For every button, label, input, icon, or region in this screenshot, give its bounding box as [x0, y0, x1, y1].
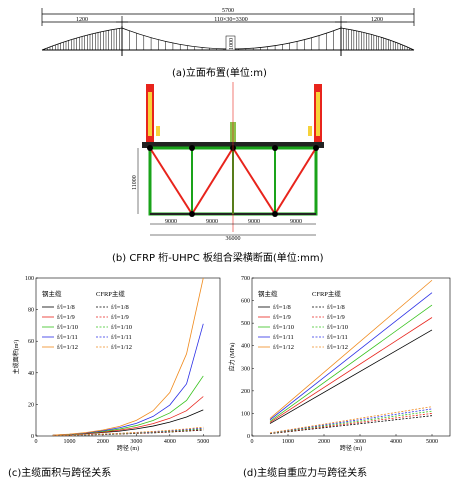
legend-label: f/l=1/11: [57, 334, 78, 341]
legend-label: f/l=1/9: [327, 314, 345, 321]
plot-frame: [251, 277, 451, 437]
y-tick-label: 40: [28, 371, 34, 377]
tower-height-label: 1000: [229, 38, 235, 50]
bottom-dim-2: 9000: [206, 219, 218, 225]
cross-section-drawing: 11000 9000 9000 9000 9000 36000: [132, 82, 324, 242]
series-line-cfrp: [269, 406, 433, 434]
x-axis-label: 跨径 (m): [340, 444, 362, 452]
legend-title-steel: 钢主缆: [42, 289, 62, 298]
bottom-dim-3: 9000: [248, 219, 260, 225]
main-span-label: 110×30=3300: [214, 17, 248, 23]
legend-label: f/l=1/11: [327, 334, 348, 341]
bottom-dim-1: 9000: [165, 219, 177, 225]
y-tick-label: 100: [25, 276, 34, 282]
caption-d: (d)主缆自重应力与跨径关系: [243, 468, 368, 479]
x-tick-label: 4000: [390, 439, 402, 445]
y-tick-label: 80: [28, 308, 34, 314]
x-tick-label: 0: [251, 439, 254, 445]
x-tick-label: 3000: [354, 439, 366, 445]
series-line-cfrp: [52, 426, 204, 436]
caption-b: (b) CFRP 桁-UHPC 板组合梁横断面(单位:mm): [112, 253, 324, 264]
y-tick-label: 0: [31, 434, 34, 440]
y-tick-label: 500: [241, 321, 250, 327]
legend-label: f/l=1/9: [273, 314, 291, 321]
bottom-dim-4: 9000: [290, 219, 302, 225]
x-tick-label: 2000: [318, 439, 330, 445]
series-line-steel: [52, 375, 204, 436]
elevation-drawing: 5700 1200 110×30=3300 1200 1000: [41, 8, 415, 56]
y-tick-label: 200: [241, 389, 250, 395]
chart-cable-stress: 0 1000 2000 3000 4000 5000 0 100 200 300 400 500 600…: [228, 276, 451, 452]
series-line-cfrp: [269, 413, 433, 434]
series-line-cfrp: [269, 415, 433, 435]
caption-a: (a)立面布置(单位:m): [172, 68, 267, 79]
right-span-label: 1200: [371, 17, 383, 23]
legend-label: f/l=1/8: [327, 304, 345, 311]
legend-title-steel: 钢主缆: [258, 289, 278, 298]
main-cable: [41, 27, 415, 51]
y-tick-label: 300: [241, 366, 250, 372]
y-tick-label: 60: [28, 339, 34, 345]
legend-label: f/l=1/9: [57, 314, 75, 321]
y-tick-label: 700: [241, 276, 250, 282]
series-line-cfrp: [269, 408, 433, 434]
chart-cable-area: 0 1000 2000 3000 4000 5000 0 20 40 60 80 100 跨径 (m) 主…: [12, 276, 221, 452]
y-axis-label: 应力 (MPa): [228, 343, 236, 372]
total-width-label: 36000: [226, 236, 241, 242]
x-tick-label: 1000: [63, 439, 75, 445]
left-span-label: 1200: [76, 17, 88, 23]
x-tick-label: 5000: [426, 439, 438, 445]
legend-label: f/l=1/10: [327, 324, 348, 331]
y-tick-label: 100: [241, 411, 250, 417]
x-tick-label: 1000: [282, 439, 294, 445]
total-length-label: 5700: [222, 8, 234, 14]
y-tick-label: 0: [247, 434, 250, 440]
legend-title-cfrp: CFRP主缆: [312, 289, 341, 298]
legend-label: f/l=1/12: [111, 344, 132, 351]
plot-frame: [35, 277, 221, 437]
legend-label: f/l=1/10: [273, 324, 294, 331]
series-line-steel: [52, 277, 204, 436]
x-tick-label: 2000: [97, 439, 109, 445]
legend-label: f/l=1/8: [111, 304, 129, 311]
legend-label: f/l=1/8: [57, 304, 75, 311]
legend-label: f/l=1/12: [273, 344, 294, 351]
y-tick-label: 400: [241, 344, 250, 350]
series-line-cfrp: [269, 410, 433, 434]
legend-label: f/l=1/12: [57, 344, 78, 351]
x-tick-label: 4000: [164, 439, 176, 445]
legend-title-cfrp: CFRP主缆: [96, 289, 125, 298]
y-tick-label: 600: [241, 299, 250, 305]
series-line-steel: [52, 396, 204, 436]
series-line-steel: [269, 317, 433, 423]
caption-c: (c)主缆面积与跨径关系: [8, 468, 112, 479]
legend-label: f/l=1/11: [111, 334, 132, 341]
series-line-steel: [269, 292, 433, 421]
x-tick-label: 5000: [197, 439, 209, 445]
legend-label: f/l=1/9: [111, 314, 129, 321]
legend-label: f/l=1/10: [111, 324, 132, 331]
series-line-steel: [269, 304, 433, 422]
x-tick-label: 3000: [130, 439, 142, 445]
y-axis-label: 主缆面积(m²): [12, 340, 20, 374]
legend-label: f/l=1/11: [273, 334, 294, 341]
legend-label: f/l=1/12: [327, 344, 348, 351]
x-tick-label: 0: [35, 439, 38, 445]
series-line-steel: [269, 329, 433, 424]
x-axis-label: 跨径 (m): [117, 444, 139, 452]
y-tick-label: 20: [28, 402, 34, 408]
series-line-steel: [269, 279, 433, 419]
section-height-label: 11000: [132, 175, 138, 190]
legend-label: f/l=1/10: [57, 324, 78, 331]
legend-label: f/l=1/8: [273, 304, 291, 311]
